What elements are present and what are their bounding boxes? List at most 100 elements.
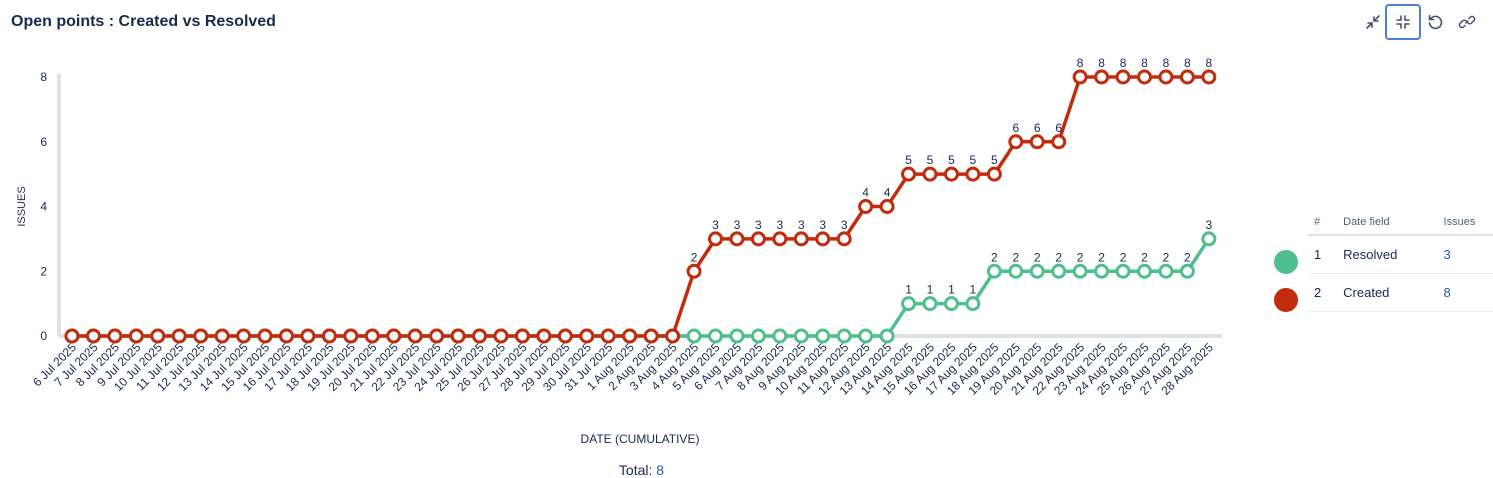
data-point-created xyxy=(128,328,144,344)
copy-link-button[interactable] xyxy=(1449,4,1485,40)
data-point-created xyxy=(64,328,80,344)
data-point-created xyxy=(1072,69,1088,85)
y-tick-label: 4 xyxy=(40,200,47,214)
data-label-created: 3 xyxy=(734,218,741,232)
data-point-created xyxy=(1179,69,1195,85)
data-point-created xyxy=(901,166,917,182)
data-point-resolved xyxy=(879,328,895,344)
legend-row-resolved[interactable]: 1 Resolved 3 xyxy=(1308,235,1493,274)
data-label-created: 5 xyxy=(927,153,934,167)
data-point-created xyxy=(1115,69,1131,85)
data-point-created xyxy=(472,328,488,344)
data-label-resolved: 1 xyxy=(970,283,977,297)
data-label-resolved: 2 xyxy=(1098,250,1105,264)
refresh-button[interactable] xyxy=(1417,4,1453,40)
data-point-resolved xyxy=(793,328,809,344)
data-point-created xyxy=(171,328,187,344)
data-point-resolved xyxy=(708,328,723,344)
data-point-created xyxy=(622,328,638,344)
legend-table: # Date field Issues 1 Resolved 3 2 Creat… xyxy=(1266,210,1493,312)
data-label-created: 4 xyxy=(884,186,891,200)
y-axis-label: ISSUES xyxy=(16,186,28,226)
data-point-resolved xyxy=(858,328,874,344)
data-point-created xyxy=(793,231,809,247)
legend-issues-link[interactable]: 8 xyxy=(1437,273,1493,312)
data-point-created xyxy=(300,328,316,344)
data-point-created xyxy=(493,328,509,344)
data-point-resolved xyxy=(1137,263,1152,279)
data-point-resolved xyxy=(1158,263,1174,279)
total-value-link[interactable]: 8 xyxy=(656,462,665,478)
data-point-resolved xyxy=(1115,263,1131,279)
data-point-created xyxy=(943,166,959,182)
data-point-created xyxy=(279,328,294,344)
data-label-created: 6 xyxy=(1055,121,1062,135)
data-label-created: 5 xyxy=(905,153,912,167)
data-point-resolved xyxy=(1201,231,1217,247)
data-point-created xyxy=(879,199,895,214)
data-label-created: 5 xyxy=(948,153,955,167)
data-label-created: 3 xyxy=(798,218,805,232)
legend-swatch-resolved xyxy=(1274,250,1298,274)
data-point-created xyxy=(772,231,788,247)
y-tick-label: 8 xyxy=(40,70,47,84)
exit-fullscreen-icon xyxy=(1396,15,1410,29)
exit-fullscreen-button[interactable] xyxy=(1385,4,1421,40)
link-icon xyxy=(1458,15,1476,29)
data-point-created xyxy=(450,328,466,344)
data-point-resolved xyxy=(1094,263,1110,279)
data-point-created xyxy=(1029,134,1045,150)
data-label-resolved: 2 xyxy=(1012,250,1019,264)
data-label-resolved: 2 xyxy=(1120,250,1127,264)
data-point-created xyxy=(858,199,874,214)
data-point-resolved xyxy=(815,328,831,344)
data-point-resolved xyxy=(686,328,702,344)
data-point-created xyxy=(1201,69,1217,85)
data-point-created xyxy=(579,328,595,344)
collapse-button[interactable] xyxy=(1355,4,1391,40)
data-point-resolved xyxy=(750,328,766,344)
data-point-resolved xyxy=(943,296,959,312)
data-point-created xyxy=(600,328,616,344)
refresh-icon xyxy=(1428,14,1443,30)
data-point-created xyxy=(708,231,723,247)
data-label-created: 3 xyxy=(841,218,848,232)
data-point-created xyxy=(643,328,659,344)
data-point-created xyxy=(429,328,445,344)
data-point-resolved xyxy=(1051,263,1067,279)
data-point-created xyxy=(214,328,230,344)
data-label-resolved: 1 xyxy=(905,283,912,297)
legend-header-date-field: Date field xyxy=(1337,210,1438,236)
x-axis-label: DATE (CUMULATIVE) xyxy=(581,432,700,446)
data-point-created xyxy=(407,328,423,344)
data-label-created: 8 xyxy=(1141,56,1148,70)
data-point-created xyxy=(364,328,380,344)
series-line-created xyxy=(72,75,1209,338)
data-label-created: 3 xyxy=(819,218,826,232)
data-point-created xyxy=(729,231,745,247)
legend-issues-link[interactable]: 3 xyxy=(1437,235,1493,274)
data-point-created xyxy=(1094,69,1110,85)
data-point-resolved xyxy=(729,328,745,344)
data-point-created xyxy=(343,328,359,344)
y-tick-label: 0 xyxy=(40,329,47,343)
data-label-created: 6 xyxy=(1034,121,1041,135)
data-label-created: 3 xyxy=(777,218,784,232)
data-point-created xyxy=(193,328,209,344)
legend-label: Resolved xyxy=(1337,235,1438,274)
legend-index: 2 xyxy=(1308,273,1338,312)
data-point-created xyxy=(836,231,852,247)
data-point-resolved xyxy=(901,296,917,312)
data-label-resolved: 2 xyxy=(1141,250,1148,264)
data-label-created: 3 xyxy=(712,218,719,232)
data-point-resolved xyxy=(772,328,788,344)
data-label-created: 5 xyxy=(970,153,977,167)
y-tick-label: 2 xyxy=(40,264,47,278)
chart-title: Open points : Created vs Resolved xyxy=(11,13,276,30)
data-label-created: 5 xyxy=(991,153,998,167)
data-label-created: 3 xyxy=(755,218,762,232)
data-point-created xyxy=(1158,69,1174,85)
legend-row-created[interactable]: 2 Created 8 xyxy=(1308,273,1493,312)
data-point-created xyxy=(1008,134,1024,150)
